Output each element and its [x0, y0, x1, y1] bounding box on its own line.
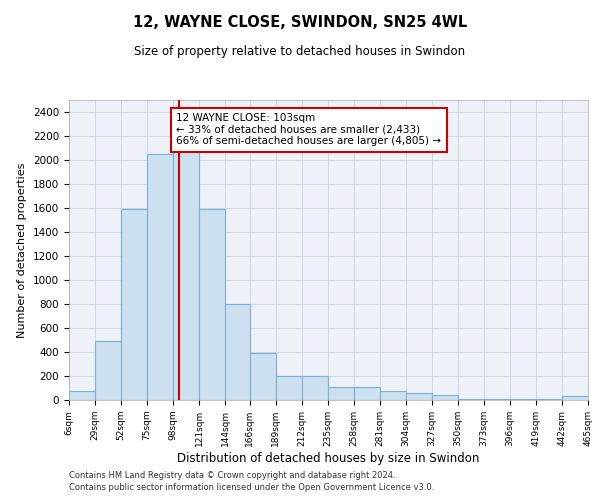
Bar [225, 304, 250, 400]
Bar [173, 150, 199, 400]
Bar [328, 387, 354, 400]
Bar [562, 396, 588, 400]
Bar [458, 399, 484, 400]
Y-axis label: Number of detached properties: Number of detached properties [17, 162, 28, 338]
Bar [484, 399, 510, 400]
Bar [69, 391, 95, 400]
Bar [432, 395, 458, 400]
Bar [147, 154, 173, 400]
Bar [406, 394, 432, 400]
Bar [302, 376, 328, 400]
Bar [276, 376, 302, 400]
Text: Contains public sector information licensed under the Open Government Licence v3: Contains public sector information licen… [69, 484, 434, 492]
Bar [354, 387, 380, 400]
Bar [536, 399, 562, 400]
Bar [121, 209, 147, 400]
Text: 12, WAYNE CLOSE, SWINDON, SN25 4WL: 12, WAYNE CLOSE, SWINDON, SN25 4WL [133, 15, 467, 30]
X-axis label: Distribution of detached houses by size in Swindon: Distribution of detached houses by size … [178, 452, 479, 464]
Text: Contains HM Land Registry data © Crown copyright and database right 2024.: Contains HM Land Registry data © Crown c… [69, 471, 395, 480]
Bar [250, 353, 276, 400]
Bar [95, 341, 121, 400]
Bar [510, 399, 536, 400]
Text: Size of property relative to detached houses in Swindon: Size of property relative to detached ho… [134, 45, 466, 58]
Text: 12 WAYNE CLOSE: 103sqm
← 33% of detached houses are smaller (2,433)
66% of semi-: 12 WAYNE CLOSE: 103sqm ← 33% of detached… [176, 113, 442, 146]
Bar [380, 391, 406, 400]
Bar [199, 209, 225, 400]
